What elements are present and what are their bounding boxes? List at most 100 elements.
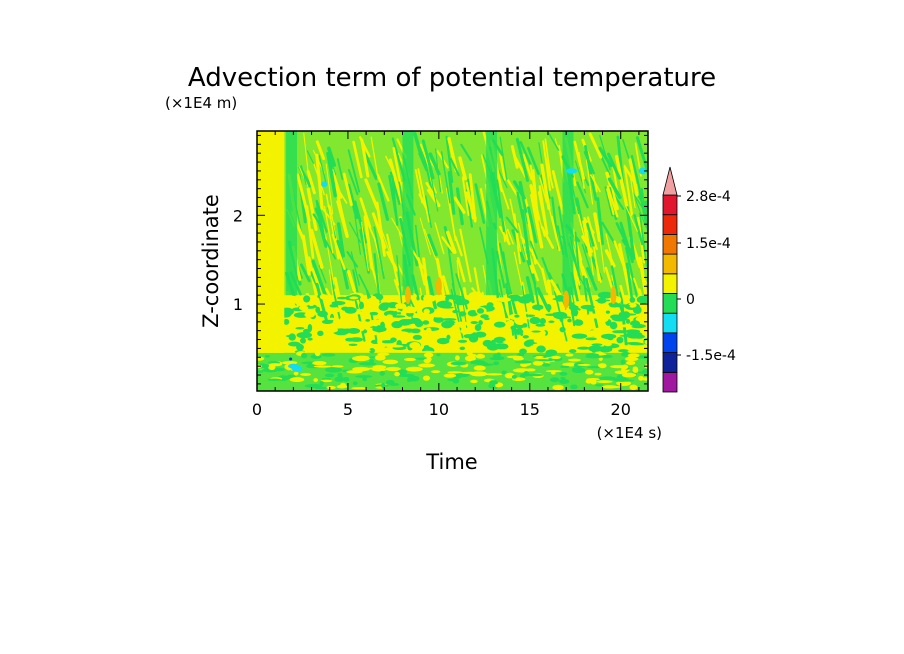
field-streak	[296, 173, 311, 222]
positive-highlight	[563, 290, 570, 309]
field-blob	[423, 294, 436, 303]
field-streak	[530, 193, 544, 249]
chart-title: Advection term of potential temperature	[188, 63, 716, 93]
field-blob	[329, 304, 339, 308]
field-streak	[371, 212, 387, 249]
surface-blob	[594, 384, 604, 387]
surface-blob	[293, 371, 299, 376]
convection-band	[486, 131, 498, 296]
field-blob	[474, 323, 482, 332]
surface-blob	[466, 349, 473, 356]
field-streak	[422, 257, 431, 303]
field-blob	[303, 295, 311, 303]
surface-blob	[422, 375, 431, 381]
field-blob	[389, 344, 404, 348]
field-blob	[344, 306, 357, 314]
field-streak	[585, 159, 594, 205]
field-streak	[381, 229, 395, 265]
field-streak	[454, 235, 463, 257]
surface-blob	[621, 364, 629, 370]
field-streak	[373, 226, 385, 280]
surface-blob	[485, 373, 503, 376]
field-blob	[324, 327, 338, 333]
field-streak	[646, 266, 648, 274]
field-streak	[521, 285, 531, 331]
field-streak	[481, 291, 491, 336]
field-blob	[587, 313, 598, 318]
field-blob	[573, 319, 584, 326]
field-blob	[612, 330, 628, 334]
field-streak	[581, 243, 594, 280]
field-blob	[622, 313, 637, 316]
field-streak	[300, 165, 307, 186]
y-axis: 12	[233, 134, 648, 385]
field-streak	[458, 156, 467, 181]
colorbar-box	[662, 273, 678, 294]
field-streak	[586, 222, 596, 247]
surface-blob	[585, 379, 592, 384]
colorbar-box	[662, 371, 678, 393]
surface-blob	[313, 378, 318, 383]
field-streak	[573, 140, 586, 180]
field-blob	[552, 311, 568, 320]
field-blob	[459, 346, 466, 351]
field-streak	[325, 163, 334, 215]
field-blob	[626, 342, 641, 345]
field-blob	[345, 337, 356, 342]
surface-blob	[289, 377, 305, 383]
field-streak	[307, 256, 321, 310]
surface-blob	[450, 361, 467, 366]
field-blob	[312, 328, 317, 335]
field-streak	[529, 164, 538, 203]
field-blob	[474, 331, 487, 338]
field-blob	[605, 310, 610, 314]
field-streak	[428, 152, 441, 176]
field-streak	[352, 140, 363, 179]
surface-blob	[616, 380, 632, 386]
field-streak	[636, 193, 648, 215]
field-blob	[480, 314, 489, 319]
colorbar-box	[662, 312, 678, 334]
surface-blob	[312, 361, 327, 366]
field-streak	[421, 146, 434, 194]
surface-blob	[489, 356, 505, 361]
field-blob	[545, 304, 552, 312]
field-streak	[631, 191, 644, 209]
surface-blob	[560, 376, 566, 380]
field-streak	[586, 267, 598, 291]
surface-blob	[506, 355, 523, 359]
field-blob	[460, 327, 475, 335]
field-streak	[519, 141, 532, 165]
field-blob	[317, 330, 324, 337]
field-blob	[348, 343, 358, 347]
field-streak	[425, 195, 432, 228]
field-blob	[394, 303, 407, 310]
surface-blob	[313, 365, 332, 368]
field-streak	[370, 136, 379, 180]
surface-blob	[511, 374, 517, 379]
surface-blob	[334, 376, 345, 382]
field-streak	[598, 146, 613, 168]
field-streak	[428, 165, 439, 212]
surface-blob	[268, 363, 283, 367]
field-blob	[629, 297, 636, 303]
surface-blob	[475, 354, 486, 359]
field-streak	[495, 250, 506, 289]
field-blob	[431, 313, 445, 318]
field-streak	[346, 183, 359, 220]
surface-blob	[600, 354, 613, 359]
field-blob	[455, 333, 460, 337]
upper-green-region	[284, 131, 648, 296]
surface-blob	[542, 363, 551, 367]
field-streak	[496, 179, 505, 233]
field-streak	[459, 228, 472, 283]
field-streak	[353, 200, 368, 244]
field-blob	[625, 318, 631, 324]
field-streak	[445, 230, 457, 254]
field-blob	[452, 309, 459, 314]
field-blob	[433, 317, 444, 323]
field-blob	[288, 333, 296, 341]
surface-blob	[358, 362, 377, 366]
surface-blob	[525, 368, 536, 372]
surface-blob	[586, 365, 602, 369]
